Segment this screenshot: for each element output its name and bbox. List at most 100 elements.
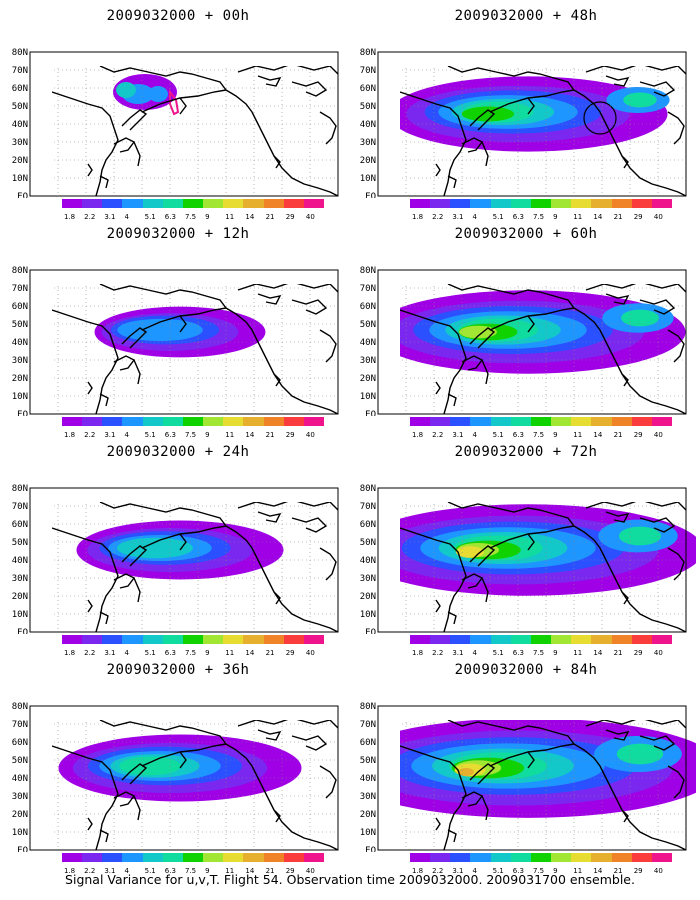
colorbar-swatch — [510, 199, 531, 208]
map-panel: 2009032000 + 24h 80N 70N 60N 50N 40N 30N 20N 10N… — [8, 444, 348, 660]
coastline — [639, 517, 676, 533]
coastline — [527, 533, 535, 551]
latitude-label: EQ — [17, 192, 28, 198]
colorbar-swatch — [203, 417, 224, 426]
coastline — [489, 743, 575, 767]
colorbar-swatch — [490, 199, 511, 208]
map-plot: 80N70N60N50N40N30N20N10NEQ80E100E120E140… — [360, 48, 687, 198]
coastline — [87, 381, 93, 395]
latitude-label: 10N — [12, 828, 28, 838]
latitude-label: 50N — [12, 756, 28, 766]
panel-title: 2009032000 + 72h — [454, 444, 598, 460]
colorbar-label: 9 — [205, 867, 210, 875]
signal-contour — [116, 82, 136, 98]
colorbar-swatch — [303, 853, 325, 862]
colorbar — [410, 199, 673, 213]
colorbar-label: 9 — [205, 649, 210, 657]
colorbar-labels: 1.8 2.2 3.1 4 5.1 6.3 7.5 9 11 14 21 29 40 — [62, 649, 324, 659]
colorbar-swatch — [142, 853, 163, 862]
colorbar-label: 11 — [573, 431, 583, 439]
colorbar-label: 1.8 — [64, 431, 76, 439]
colorbar-swatch — [82, 853, 103, 862]
colorbar-swatch — [470, 417, 491, 426]
signal-contour — [618, 526, 662, 546]
colorbar-swatch — [243, 635, 264, 644]
map-panel: 2009032000 + 00h 80N 70N 60N 50N 40N 30N 20N 10N… — [8, 8, 348, 224]
latitude-label: EQ — [17, 410, 28, 416]
colorbar-label: 6.3 — [512, 213, 524, 221]
colorbar-swatch — [591, 417, 612, 426]
map-panel: 2009032000 + 60h 80N 70N 60N 50N 40N 30N 20N 10N… — [356, 226, 696, 442]
coastline — [435, 599, 441, 613]
colorbar-label: 40 — [653, 649, 663, 657]
colorbar-labels: 1.8 2.2 3.1 4 5.1 6.3 7.5 9 11 14 21 29 40 — [62, 867, 324, 877]
coastline — [481, 577, 489, 603]
coastline — [141, 743, 227, 767]
colorbar-swatch — [142, 417, 163, 426]
colorbar-swatch — [82, 199, 103, 208]
latitude-label: 40N — [360, 774, 376, 784]
colorbar-swatch — [182, 199, 204, 208]
latitude-label: EQ — [365, 410, 376, 416]
colorbar-swatch — [283, 199, 304, 208]
latitude-label: 80N — [360, 702, 376, 712]
coastline — [435, 381, 441, 395]
colorbar-label: 29 — [633, 867, 643, 875]
colorbar-swatch — [410, 853, 431, 862]
colorbar-swatch — [450, 853, 471, 862]
colorbar-label: 4 — [124, 213, 129, 221]
colorbar-label: 7.5 — [184, 867, 197, 875]
latitude-label: 30N — [360, 792, 376, 802]
coastline — [667, 329, 685, 363]
latitude-label: 50N — [360, 320, 376, 330]
coastline — [527, 315, 535, 333]
coastline — [447, 66, 575, 91]
coastline — [481, 795, 489, 821]
coastline — [400, 527, 467, 633]
coastline — [141, 89, 227, 113]
latitude-label: 60N — [12, 302, 28, 312]
coastline — [573, 525, 687, 633]
colorbar-label: 4 — [124, 649, 129, 657]
colorbar-swatch — [510, 635, 531, 644]
coastline — [400, 91, 467, 197]
colorbar-swatch — [223, 853, 244, 862]
latitude-label: 10N — [360, 610, 376, 620]
colorbar-label: 1.8 — [64, 649, 76, 657]
colorbar-labels: 1.8 2.2 3.1 4 5.1 6.3 7.5 9 11 14 21 29 40 — [410, 431, 672, 441]
colorbar-label: 7.5 — [532, 649, 545, 657]
latitude-label: 70N — [360, 502, 376, 512]
colorbar-swatch — [651, 635, 673, 644]
colorbar-label: 29 — [285, 431, 295, 439]
coastline — [141, 307, 227, 331]
colorbar-swatch — [591, 635, 612, 644]
coastline — [435, 817, 441, 831]
colorbar-label: 2.2 — [432, 649, 444, 657]
coastline — [319, 329, 337, 363]
coastline — [447, 611, 457, 625]
colorbar-label: 6.3 — [164, 649, 176, 657]
colorbar-swatch — [450, 199, 471, 208]
coastline — [447, 720, 575, 745]
coastline — [87, 163, 93, 177]
latitude-label: 70N — [12, 720, 28, 730]
colorbar-label: 6.3 — [164, 867, 176, 875]
colorbar-swatch — [450, 635, 471, 644]
colorbar-label: 14 — [593, 867, 603, 875]
colorbar-swatch — [283, 635, 304, 644]
colorbar-swatch — [62, 635, 83, 644]
colorbar-swatch — [223, 635, 244, 644]
panel-title: 2009032000 + 24h — [106, 444, 250, 460]
latitude-label: 20N — [12, 592, 28, 602]
colorbar-label: 11 — [225, 213, 235, 221]
coastline — [257, 729, 282, 741]
colorbar-label: 2.2 — [84, 431, 96, 439]
latitude-label: EQ — [365, 192, 376, 198]
colorbar-swatch — [263, 417, 284, 426]
coastline — [605, 511, 630, 523]
map-frame — [29, 51, 339, 197]
colorbar-label: 3.1 — [452, 649, 464, 657]
colorbar-label: 2.2 — [432, 867, 444, 875]
colorbar-labels: 1.8 2.2 3.1 4 5.1 6.3 7.5 9 11 14 21 29 40 — [62, 213, 324, 223]
colorbar-swatch — [182, 853, 204, 862]
